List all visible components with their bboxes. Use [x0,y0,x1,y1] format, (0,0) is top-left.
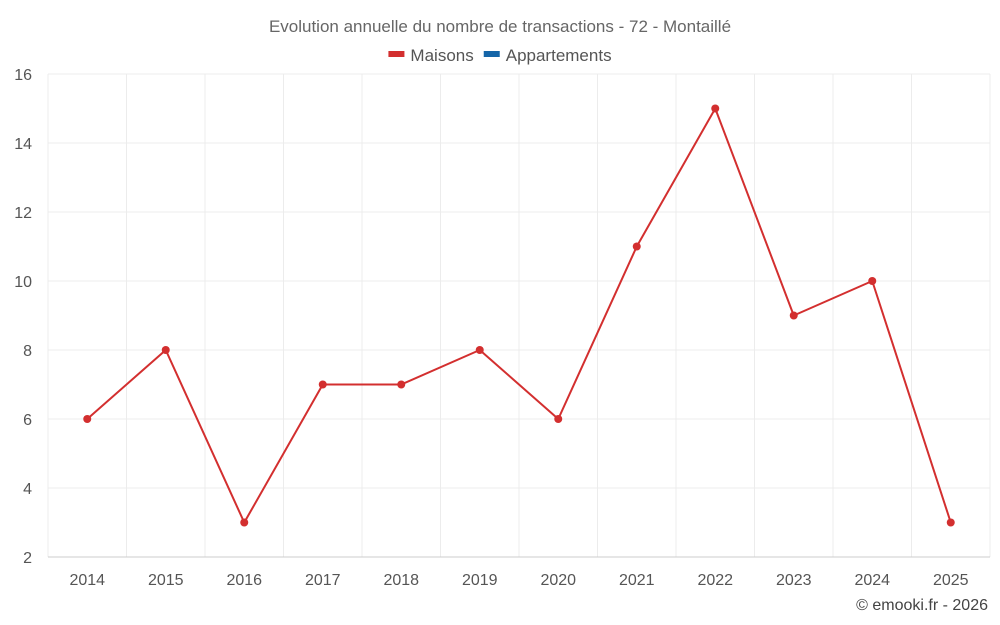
legend-label[interactable]: Appartements [506,46,612,65]
y-tick-label: 6 [23,412,32,429]
x-tick-label: 2016 [226,572,262,589]
data-point[interactable] [83,415,92,423]
y-tick-label: 4 [23,481,32,498]
legend-swatch [483,51,500,57]
data-point[interactable] [554,415,563,423]
legend-label[interactable]: Maisons [410,46,473,65]
data-point[interactable] [240,518,249,527]
data-point[interactable] [711,104,720,113]
y-tick-label: 12 [14,205,32,222]
data-point[interactable] [946,518,955,527]
grid [47,73,991,558]
x-axis: 2014 2015 2016 2017 2018 2019 2020 2021 2022 2023… [69,572,968,589]
series-layer [83,104,955,527]
legend: Maisons Appartements [388,46,612,65]
y-tick-label: 14 [14,136,32,153]
y-tick-label: 2 [23,550,32,567]
series-line-maisons [86,107,952,524]
data-point[interactable] [868,277,877,285]
chart-title: Evolution annuelle du nombre de transact… [269,17,731,36]
legend-swatch [388,51,405,57]
y-axis: 2 4 6 8 10 12 14 16 [14,67,32,567]
x-tick-label: 2022 [697,572,733,589]
credit-text: © emooki.fr - 2026 [856,597,988,614]
x-tick-label: 2021 [619,572,655,589]
x-tick-label: 2019 [462,572,498,589]
x-tick-label: 2025 [933,572,969,589]
y-tick-label: 16 [14,67,32,84]
x-tick-label: 2014 [69,572,105,589]
data-point[interactable] [161,346,170,354]
x-tick-label: 2018 [383,572,419,589]
x-tick-label: 2017 [305,572,341,589]
data-point[interactable] [632,242,641,251]
x-tick-label: 2023 [776,572,812,589]
x-tick-label: 2015 [148,572,184,589]
data-point[interactable] [397,380,406,389]
data-point[interactable] [318,380,327,389]
data-point[interactable] [475,346,484,354]
x-tick-label: 2020 [540,572,576,589]
x-tick-label: 2024 [854,572,890,589]
y-tick-label: 10 [14,274,32,291]
y-tick-label: 8 [23,343,32,360]
data-point[interactable] [789,311,798,320]
